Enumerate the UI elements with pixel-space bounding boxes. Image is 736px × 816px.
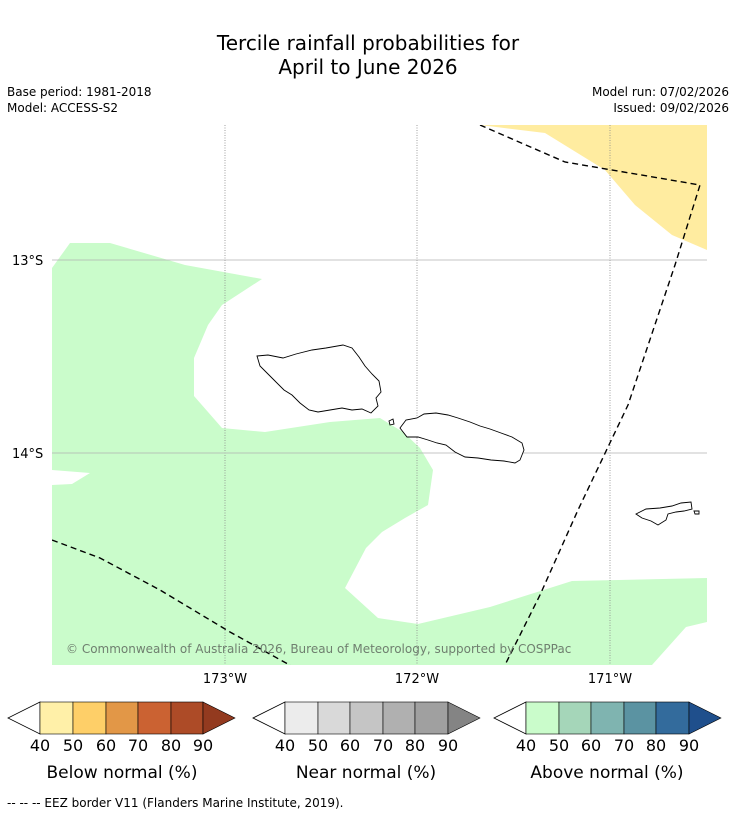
legend-near-swatch-40 [284,701,319,735]
legend-below-tick: 60 [96,736,116,755]
legend-below-normal: 40 50 60 70 80 90 Below normal (%) [7,701,236,783]
legend-below-label: Below normal (%) [47,763,198,783]
lon-label-171w: 171°W [588,672,632,687]
legend-below-swatch-50 [72,701,107,735]
legend-above-left-arrow [493,701,527,735]
legend-above-tick: 60 [581,736,601,755]
legend-above-tick: 70 [614,736,634,755]
legend-below-tick: 50 [63,736,83,755]
legend-above-tick: 90 [679,736,699,755]
lon-label-172w: 172°W [395,672,439,687]
graticule [52,125,707,665]
islands [256,344,700,526]
legend-near-tick: 80 [405,736,425,755]
island-manono [388,418,395,426]
lon-label-173w: 173°W [203,672,247,687]
copyright-text: © Commonwealth of Australia 2026, Bureau… [66,642,571,656]
legend-below-left-arrow [7,701,41,735]
legend-below-tick: 70 [128,736,148,755]
legend-near-tick: 60 [340,736,360,755]
base-period: Base period: 1981-2018 [7,85,152,99]
lat-label-13s: 13°S [12,254,43,269]
eez-border [52,125,701,665]
island-aunuu [693,510,700,515]
legend-above-swatch-50 [558,701,592,735]
legend-near-swatch-50 [317,701,351,735]
legend-below-arrow-90 [202,701,236,735]
legend-above-tick: 40 [516,736,536,755]
legend-near-swatch-80 [414,701,449,735]
above-normal-region [52,243,707,665]
eez-footnote: -- -- -- EEZ border V11 (Flanders Marine… [7,796,344,810]
legend-above-tick: 80 [646,736,666,755]
model-run: Model run: 07/02/2026 [591,85,729,99]
legend-near-swatch-60 [349,701,384,735]
legend-above-swatch-40 [525,701,560,735]
island-tutuila [635,501,693,526]
legend-near-tick: 90 [438,736,458,755]
legend-near-tick: 40 [275,736,295,755]
legend-near-tick: 50 [308,736,328,755]
island-upolu [399,412,525,464]
legend-above-swatch-80 [655,701,690,735]
issued-date: Issued: 09/02/2026 [613,101,729,115]
chart-title-line2: April to June 2026 [278,55,458,79]
legend-above-tick: 50 [549,736,569,755]
lat-label-14s: 14°S [12,447,43,462]
legend-below-swatch-80 [170,701,204,735]
legend-below-swatch-60 [105,701,139,735]
legend-below-swatch-70 [137,701,172,735]
legend-below-tick: 40 [30,736,50,755]
legend-above-normal: 40 50 60 70 80 90 Above normal (%) [493,701,722,783]
legend-below-swatch-40 [39,701,74,735]
model-name: Model: ACCESS-S2 [7,101,119,115]
legend-above-label: Above normal (%) [530,763,683,783]
chart-title-line1: Tercile rainfall probabilities for [216,31,520,55]
map-area: © Commonwealth of Australia 2026, Bureau… [52,125,707,665]
legend-near-left-arrow [252,701,286,735]
legend-near-tick: 70 [373,736,393,755]
legend-below-tick: 90 [193,736,213,755]
legend-near-swatch-70 [382,701,416,735]
legend-above-swatch-60 [590,701,625,735]
legend-near-arrow-90 [447,701,481,735]
legend-above-arrow-90 [688,701,722,735]
below-normal-region [480,125,707,250]
legend-near-label: Near normal (%) [296,763,436,783]
legend-above-swatch-70 [623,701,657,735]
island-savaii [256,344,382,414]
legend-below-tick: 80 [161,736,181,755]
legend-near-normal: 40 50 60 70 80 90 Near normal (%) [252,701,481,783]
